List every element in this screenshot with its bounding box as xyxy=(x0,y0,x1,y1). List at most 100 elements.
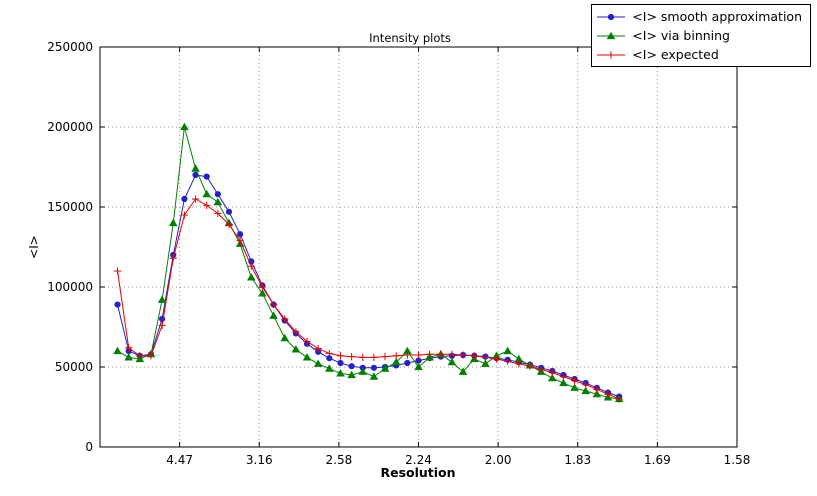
triangle-marker xyxy=(403,346,412,355)
plus-marker xyxy=(481,353,489,361)
circle-marker xyxy=(159,315,166,323)
plus-marker xyxy=(314,345,322,353)
y-tick-label: 150000 xyxy=(47,200,93,214)
triangle-marker xyxy=(514,354,524,363)
plus-marker xyxy=(437,350,445,358)
circle-marker xyxy=(114,301,121,308)
triangle-marker xyxy=(302,353,312,361)
circle-marker xyxy=(225,208,233,215)
triangle-marker xyxy=(492,351,501,359)
y-tick-label: 100000 xyxy=(47,280,93,294)
legend-label: <I> via binning xyxy=(632,28,730,43)
triangle-legend-swatch-icon xyxy=(597,31,626,39)
legend-label: <I> expected xyxy=(632,47,719,62)
plus-marker xyxy=(325,349,333,357)
plus-marker xyxy=(381,353,389,361)
circle-marker xyxy=(203,173,210,180)
plus-marker xyxy=(559,373,568,381)
triangle-marker xyxy=(336,369,345,377)
plus-marker xyxy=(247,262,255,270)
plus-marker xyxy=(414,351,423,359)
plus-marker xyxy=(515,360,523,368)
plus-marker xyxy=(492,355,501,363)
plus-marker xyxy=(147,352,155,360)
chart-title: Intensity plots xyxy=(369,31,451,45)
circle-legend-swatch-icon xyxy=(597,13,626,20)
legend-item: <I> expected xyxy=(596,45,802,64)
triangle-marker xyxy=(269,311,278,319)
triangle-marker xyxy=(414,362,423,371)
circle-marker xyxy=(415,357,422,364)
circle-marker xyxy=(337,359,344,367)
triangle-marker xyxy=(481,359,490,367)
plus-marker xyxy=(125,344,133,352)
triangle-marker xyxy=(592,389,602,398)
plus-marker xyxy=(459,351,467,359)
plus-marker xyxy=(548,369,556,377)
legend-item: <I> via binning xyxy=(596,26,802,45)
plus-marker xyxy=(607,50,615,59)
circle-marker xyxy=(404,359,411,367)
triangle-marker xyxy=(606,31,616,39)
series-i-via-binning xyxy=(113,122,624,403)
plus-marker xyxy=(403,351,411,359)
triangle-marker xyxy=(246,273,256,281)
triangle-marker xyxy=(291,345,301,353)
x-tick-label: 4.47 xyxy=(166,453,193,467)
plus-marker xyxy=(604,390,612,398)
circle-marker xyxy=(608,13,615,20)
series-i-expected xyxy=(113,195,623,403)
circle-marker xyxy=(326,355,333,362)
x-tick-label: 1.83 xyxy=(564,453,591,467)
triangle-marker xyxy=(280,333,290,342)
plus-marker xyxy=(392,352,400,360)
plus-marker xyxy=(269,301,278,309)
plus-marker xyxy=(537,365,545,373)
plus-marker xyxy=(303,337,311,345)
plus-marker xyxy=(191,195,200,203)
plus-marker xyxy=(180,211,189,219)
circle-marker xyxy=(181,195,188,203)
triangle-marker xyxy=(391,357,401,366)
x-axis-label: Resolution xyxy=(380,465,455,480)
plus-marker xyxy=(593,385,601,393)
y-tick-label: 200000 xyxy=(47,120,93,134)
y-tick-label: 50000 xyxy=(55,360,93,374)
plus-marker xyxy=(615,395,623,403)
plus-marker xyxy=(225,221,233,229)
legend: <I> smooth approximation <I> via binning <… xyxy=(591,4,811,67)
triangle-marker xyxy=(369,372,379,380)
circle-marker xyxy=(370,364,378,371)
triangle-marker xyxy=(458,367,468,375)
y-tick-label: 250000 xyxy=(47,40,93,54)
plus-marker xyxy=(292,328,300,336)
circle-marker xyxy=(192,171,199,179)
y-tick-label: 0 xyxy=(85,440,93,454)
triangle-marker xyxy=(313,359,323,367)
plus-marker xyxy=(203,201,211,209)
y-axis-label: <I> xyxy=(27,235,41,259)
plus-marker xyxy=(426,350,434,358)
plus-marker xyxy=(258,283,267,291)
plus-marker xyxy=(136,352,144,360)
triangle-marker xyxy=(503,346,512,355)
series-line-i-smooth-approximation xyxy=(117,174,620,398)
triangle-marker xyxy=(113,346,122,355)
triangle-marker xyxy=(180,122,189,131)
plus-marker xyxy=(236,237,244,245)
triangle-marker xyxy=(380,364,390,372)
x-tick-label: 1.69 xyxy=(644,453,671,467)
plus-marker xyxy=(359,353,367,361)
circle-marker xyxy=(237,231,244,238)
plus-marker xyxy=(582,381,590,389)
triangle-marker xyxy=(202,189,211,198)
triangle-marker xyxy=(168,218,178,227)
x-tick-label: 1.58 xyxy=(724,453,751,467)
triangle-marker xyxy=(447,357,457,366)
triangle-marker xyxy=(347,370,356,379)
grid-layer xyxy=(100,46,738,447)
legend-label: <I> smooth approximation xyxy=(632,9,802,24)
triangle-marker xyxy=(258,289,267,297)
